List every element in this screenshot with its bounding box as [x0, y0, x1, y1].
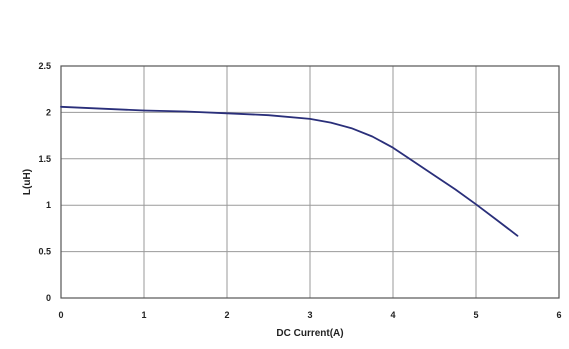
y-tick-label: 2.5 [38, 61, 51, 71]
x-tick-label: 6 [556, 310, 561, 320]
x-axis-title: DC Current(A) [276, 328, 343, 339]
series-layer [60, 105, 519, 237]
x-tick-label: 2 [224, 310, 229, 320]
y-axis-title: L(uH) [22, 169, 33, 195]
y-tick-label: 0 [46, 293, 51, 303]
y-tick-label: 2 [46, 107, 51, 117]
y-tick-label: 1.5 [38, 154, 51, 164]
x-tick-label: 4 [390, 310, 395, 320]
y-tick-label: 0.5 [38, 247, 51, 257]
x-axis-ticks: 0 1 2 3 4 5 6 [58, 310, 561, 320]
x-tick-label: 3 [307, 310, 312, 320]
series-line [60, 105, 519, 237]
x-tick-label: 0 [58, 310, 63, 320]
x-tick-label: 5 [473, 310, 478, 320]
x-tick-label: 1 [141, 310, 146, 320]
y-axis-ticks: 0 0.5 1 1.5 2 2.5 [38, 61, 51, 303]
y-tick-label: 1 [46, 200, 51, 210]
plot-area-frame [60, 65, 560, 299]
grid [60, 65, 560, 299]
